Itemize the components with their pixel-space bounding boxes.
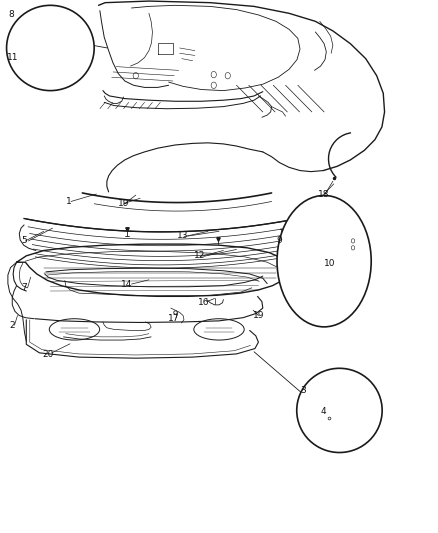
Text: 14: 14 <box>121 280 133 288</box>
Text: 3: 3 <box>300 386 307 394</box>
Text: 13: 13 <box>177 231 189 240</box>
Text: 20: 20 <box>42 350 54 359</box>
Text: 7: 7 <box>21 284 27 292</box>
Text: 10: 10 <box>324 260 335 268</box>
Text: 19: 19 <box>118 199 129 208</box>
Text: 16: 16 <box>198 298 209 307</box>
Ellipse shape <box>7 5 94 91</box>
Text: 5: 5 <box>21 237 27 245</box>
Text: 1: 1 <box>66 197 72 206</box>
Text: 12: 12 <box>194 252 205 260</box>
Text: 11: 11 <box>7 53 19 61</box>
Ellipse shape <box>297 368 382 453</box>
Text: 18: 18 <box>318 190 329 198</box>
Text: 8: 8 <box>8 11 14 19</box>
Polygon shape <box>281 229 296 252</box>
Text: 2: 2 <box>10 321 15 329</box>
Text: 4: 4 <box>321 407 326 416</box>
Ellipse shape <box>277 196 371 327</box>
Text: 17: 17 <box>168 314 179 322</box>
Text: 9: 9 <box>276 237 283 245</box>
Text: 19: 19 <box>253 311 264 320</box>
